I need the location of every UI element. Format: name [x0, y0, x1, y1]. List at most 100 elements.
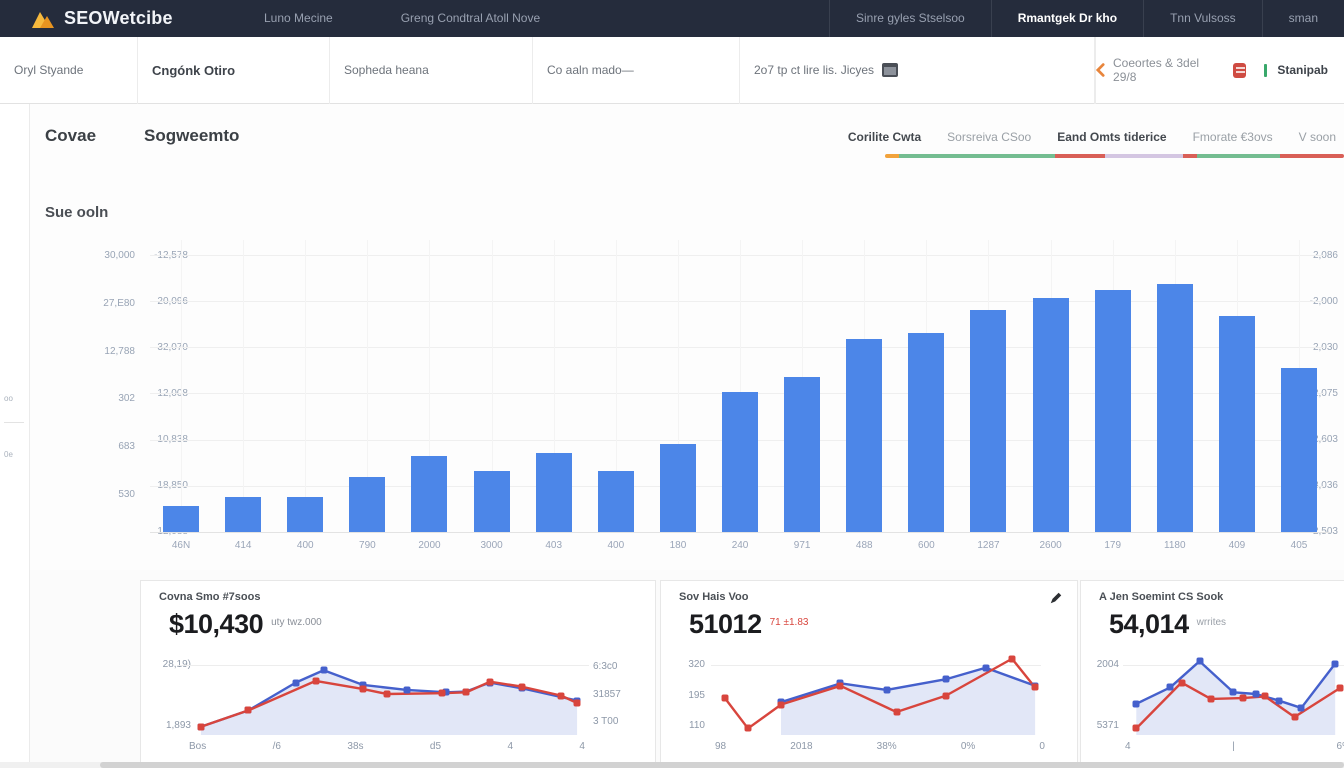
bar-180[interactable] [659, 444, 696, 532]
card-x-tick: 98 [715, 741, 727, 752]
nav-item-right-1[interactable]: Rmantgek Dr kho [990, 0, 1143, 37]
bar-488[interactable] [846, 339, 883, 532]
axis-tick-label: 530 [118, 489, 135, 501]
x-tick-label: 488 [855, 540, 873, 551]
nav-item-right-0[interactable]: Sinre gyles Stselsoo [828, 0, 991, 37]
bar-409[interactable] [1218, 315, 1255, 532]
data-point-marker [1252, 690, 1260, 698]
edit-pencil-icon[interactable] [1049, 591, 1063, 605]
axis-tick-label: 302 [118, 393, 135, 405]
navbar-menu-left: Luno Mecine Greng Condtral Atoll Nove [230, 0, 574, 37]
bar-179[interactable] [1094, 289, 1131, 532]
bar-1287[interactable] [970, 310, 1007, 532]
pdf-export-icon[interactable] [1232, 62, 1247, 78]
bar-46N[interactable] [163, 505, 200, 532]
nav-item-right-2[interactable]: Tnn Vulsoss [1143, 0, 1262, 37]
card-x-tick: 2018 [790, 741, 813, 752]
nav-item-left-0[interactable]: Luno Mecine [264, 11, 333, 25]
kpi-card-2: Sov Hais Voo 51012 71 ±1.83 320 195 110 98… [660, 580, 1078, 763]
data-point-marker [573, 699, 581, 707]
legend-tab-0[interactable]: Corilite Cwta [847, 130, 922, 144]
card-x-tick: Bos [189, 741, 207, 752]
underline-segment-3 [1105, 154, 1184, 158]
brand[interactable]: SEOWetcibe [0, 8, 230, 30]
toolbar-item-3[interactable]: Co aaln mado— [533, 36, 740, 104]
card-y-tick: 195 [688, 689, 705, 701]
card-x-tick: 0 [1039, 741, 1045, 752]
legend-tab-1[interactable]: Sorsreiva CSoo [947, 130, 1032, 144]
x-tick-label: 403 [545, 540, 563, 551]
bar-1180[interactable] [1156, 283, 1193, 532]
horizontal-scrollbar-track[interactable] [0, 762, 1344, 768]
bar-2600[interactable] [1032, 298, 1069, 532]
line-chart[interactable] [189, 653, 585, 735]
data-point-marker [244, 706, 252, 714]
bar-240[interactable] [722, 391, 759, 532]
card-gridline [711, 665, 1041, 666]
x-tick-label: 1180 [1164, 540, 1186, 551]
h-gridline [150, 255, 1324, 256]
bar-slot [398, 240, 460, 532]
card-gridline [1123, 665, 1344, 666]
bar-slot [274, 240, 336, 532]
nav-item-right-3[interactable]: sman [1261, 0, 1344, 37]
main-panel: Covae Sogweemto Corilite Cwta Sorsreiva CS… [30, 104, 1344, 570]
compare-dates-button[interactable]: Coeortes & 3del 29/8 [1096, 56, 1215, 84]
filter-toolbar: Oryl Styande Cngónk Otiro Sopheda heana Co … [0, 36, 1344, 104]
data-point-marker [1297, 704, 1305, 712]
x-tick-label: 240 [731, 540, 749, 551]
card-x-tick: 38% [876, 741, 897, 752]
legend-tab-3[interactable]: Fmorate €3ovs [1192, 130, 1273, 144]
card-y-tick: 5371 [1096, 720, 1119, 731]
green-flag-icon [1264, 63, 1268, 77]
export-button[interactable]: Stanipab [1264, 63, 1328, 77]
card-x-tick: 4 [1125, 741, 1131, 752]
legend-tab-4[interactable]: V soon [1298, 130, 1336, 144]
navbar-menu-right: Sinre gyles Stselsoo Rmantgek Dr kho Tnn V… [828, 0, 1344, 37]
card-y-left: 28,19) 1,893 [149, 659, 191, 731]
line-chart[interactable] [1125, 653, 1344, 735]
page-tab-1[interactable]: Sogweemto [144, 126, 240, 145]
card-x-tick: 4 [579, 741, 585, 752]
x-tick-label: 46N [171, 540, 191, 551]
bar-slot [523, 240, 585, 532]
bar-790[interactable] [349, 476, 386, 532]
card-title: Sov Hais Voo [679, 591, 749, 603]
axis-tick-label: 2,603 [1312, 434, 1338, 445]
data-point-marker [1336, 684, 1344, 692]
kpi-value: $10,430 [169, 609, 264, 639]
bar-400[interactable] [287, 496, 324, 532]
bar-2000[interactable] [411, 456, 448, 532]
bar-slot [1020, 240, 1082, 532]
logo-icon [32, 11, 54, 28]
nav-item-left-1[interactable]: Greng Condtral Atoll Nove [400, 11, 541, 25]
page-tab-0[interactable]: Covae [45, 126, 97, 145]
bar-600[interactable] [908, 333, 945, 532]
data-point-marker [359, 685, 367, 693]
axis-tick-label: 2,075 [1312, 388, 1338, 399]
legend-tab-2[interactable]: Eand Omts tiderice [1057, 130, 1167, 144]
line-chart[interactable] [715, 653, 1045, 735]
rail-bottom-label[interactable]: 0e [4, 450, 13, 459]
bar-971[interactable] [784, 377, 821, 532]
rail-top-label[interactable]: oo [4, 394, 13, 403]
bar-400[interactable] [597, 470, 634, 532]
bar-405[interactable] [1281, 368, 1318, 532]
toolbar-item-0[interactable]: Oryl Styande [0, 36, 138, 104]
horizontal-scrollbar-thumb[interactable] [100, 762, 1344, 768]
toolbar-item-2[interactable]: Sopheda heana [330, 36, 533, 104]
toolbar-item-4[interactable]: 2o7 tp ct lire lis. Jicyes [740, 36, 1095, 104]
data-point-marker [312, 677, 320, 685]
brand-name: SEOWetcibe [64, 8, 173, 28]
data-point-marker [1261, 692, 1269, 700]
toolbar-item-1[interactable]: Cngónk Otiro [138, 36, 330, 104]
card-x-tick: 0% [960, 741, 976, 752]
bar-slot [461, 240, 523, 532]
bar-414[interactable] [225, 496, 262, 532]
card-y-tick: 1,893 [165, 720, 191, 731]
axis-tick-label: 27,E80 [103, 297, 135, 309]
axis-tick-label: 3,036 [1312, 480, 1338, 491]
bar-slot [709, 240, 771, 532]
bar-403[interactable] [535, 453, 572, 532]
bar-3000[interactable] [473, 470, 510, 532]
